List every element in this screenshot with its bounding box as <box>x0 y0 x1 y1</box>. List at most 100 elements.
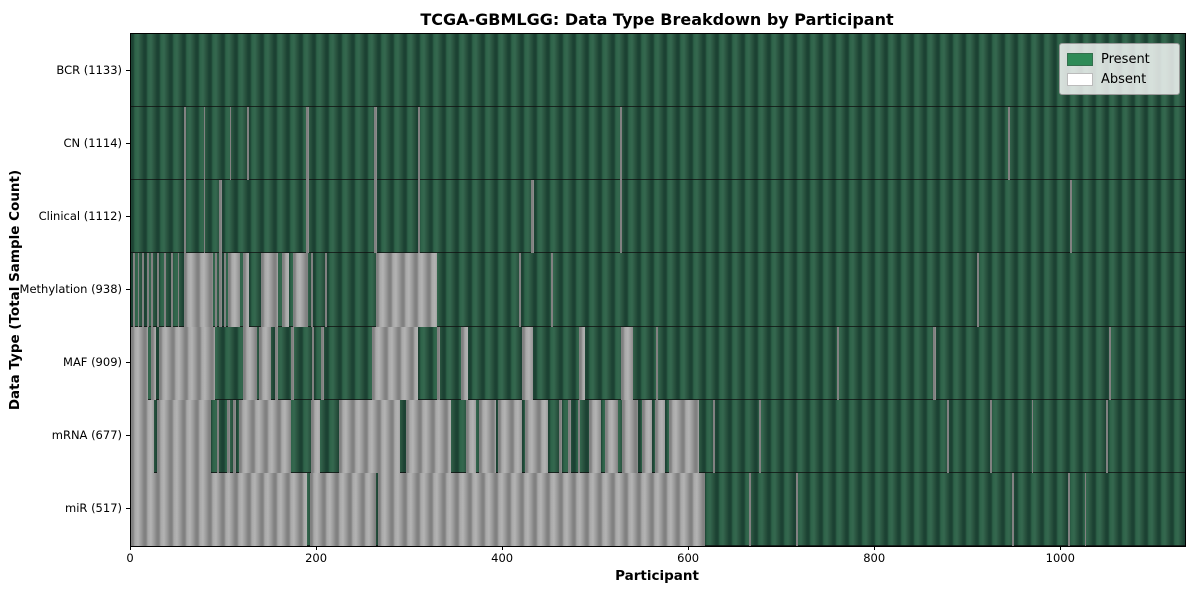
absent-segment-Methylation <box>375 253 438 327</box>
absent-segment-Methylation <box>281 253 290 327</box>
y-tick-mark <box>126 142 130 144</box>
absent-segment-Methylation <box>976 253 980 327</box>
absent-segment-mRNA <box>668 399 700 473</box>
absent-segment-mRNA <box>558 399 562 473</box>
y-tick-mark <box>126 362 130 364</box>
absent-segment-MAF <box>521 326 533 400</box>
absent-segment-mRNA <box>588 399 601 473</box>
absent-segment-MAF <box>371 326 418 400</box>
absent-segment-MAF <box>837 326 839 400</box>
y-tick-mark <box>126 508 130 510</box>
absent-segment-CN <box>1008 107 1011 181</box>
x-tick-mark <box>688 546 690 550</box>
x-tick-label: 600 <box>677 551 700 565</box>
y-tick-label-mRNA: mRNA (677) <box>51 428 122 443</box>
absent-segment-Clinical <box>620 180 623 254</box>
absent-segment-Methylation <box>325 253 328 327</box>
absent-segment-Methylation <box>224 253 226 327</box>
absent-segment-mRNA <box>465 399 477 473</box>
row-mRNA <box>131 399 1185 473</box>
row-BCR <box>131 34 1185 108</box>
absent-segment-Methylation <box>219 253 223 327</box>
legend-label-absent: Absent <box>1101 71 1147 87</box>
x-tick-label: 0 <box>126 551 134 565</box>
x-tick-mark <box>130 546 131 550</box>
absent-segment-miR <box>748 472 751 546</box>
absent-segment-Methylation <box>132 253 135 327</box>
absent-segment-mRNA <box>577 399 581 473</box>
absent-segment-mRNA <box>498 399 522 473</box>
absent-segment-Clinical <box>373 180 377 254</box>
absent-segment-CN <box>620 107 623 181</box>
absent-segment-mRNA <box>525 399 548 473</box>
absent-segment-MAF <box>275 326 278 400</box>
absent-segment-Clinical <box>417 180 421 254</box>
absent-segment-Methylation <box>146 253 149 327</box>
absent-segment-CN <box>203 107 206 181</box>
absent-segment-mRNA <box>1105 399 1108 473</box>
absent-segment-mRNA <box>622 399 638 473</box>
absent-segment-miR <box>377 472 705 546</box>
absent-segment-miR <box>1011 472 1014 546</box>
absent-segment-miR <box>309 472 376 546</box>
absent-segment-MAF <box>320 326 324 400</box>
row-CN <box>131 107 1185 181</box>
absent-segment-mRNA <box>758 399 761 473</box>
absent-segment-Methylation <box>518 253 521 327</box>
absent-segment-MAF <box>461 326 468 400</box>
absent-segment-Methylation <box>292 253 308 327</box>
row-Clinical <box>131 180 1185 254</box>
present-swatch <box>1067 52 1093 66</box>
y-tick-label-CN: CN (1114) <box>63 135 122 150</box>
absent-segment-MAF <box>312 326 315 400</box>
absent-segment-Methylation <box>310 253 314 327</box>
y-tick-label-BCR: BCR (1133) <box>56 62 122 77</box>
absent-segment-MAF <box>259 326 271 400</box>
absent-segment-mRNA <box>216 399 220 473</box>
absent-segment-CN <box>373 107 377 181</box>
absent-segment-CN <box>305 107 309 181</box>
plot-area: Present Absent <box>130 33 1186 547</box>
absent-segment-MAF <box>932 326 936 400</box>
absent-segment-mRNA <box>238 399 291 473</box>
absent-segment-MAF <box>131 326 148 400</box>
absent-segment-CN <box>184 107 186 181</box>
absent-segment-MAF <box>158 326 215 400</box>
absent-segment-MAF <box>437 326 440 400</box>
absent-segment-Clinical <box>1069 180 1072 254</box>
absent-segment-Methylation <box>137 253 140 327</box>
absent-segment-Methylation <box>164 253 167 327</box>
chart-title: TCGA-GBMLGG: Data Type Breakdown by Part… <box>420 10 894 29</box>
legend-entry-absent: Absent <box>1067 69 1171 89</box>
absent-segment-MAF <box>150 326 157 400</box>
x-axis-label: Participant <box>615 568 699 584</box>
absent-segment-Clinical <box>219 180 223 254</box>
x-tick-mark <box>1060 546 1062 550</box>
absent-segment-CN <box>417 107 421 181</box>
absent-segment-Methylation <box>151 253 154 327</box>
y-tick-mark <box>126 289 130 290</box>
absent-segment-mRNA <box>131 399 155 473</box>
y-tick-label-miR: miR (517) <box>65 501 122 516</box>
absent-segment-Methylation <box>142 253 145 327</box>
absent-segment-MAF <box>291 326 294 400</box>
row-Methylation <box>131 253 1185 327</box>
absent-segment-Clinical <box>184 180 186 254</box>
x-tick-label: 1000 <box>1045 551 1075 565</box>
absent-segment-Methylation <box>171 253 173 327</box>
legend-label-present: Present <box>1101 51 1150 67</box>
y-tick-label-Methylation: Methylation (938) <box>19 282 122 296</box>
absent-segment-mRNA <box>157 399 211 473</box>
absent-segment-Clinical <box>203 180 206 254</box>
x-tick-label: 800 <box>863 551 886 565</box>
absent-segment-mRNA <box>946 399 949 473</box>
absent-segment-Methylation <box>157 253 159 327</box>
absent-segment-miR <box>1084 472 1087 546</box>
x-tick-label: 400 <box>491 551 514 565</box>
absent-segment-CN <box>247 107 250 181</box>
absent-segment-Methylation <box>242 253 250 327</box>
absent-segment-miR <box>1067 472 1070 546</box>
absent-segment-mRNA <box>713 399 716 473</box>
absent-segment-mRNA <box>654 399 665 473</box>
legend-entry-present: Present <box>1067 49 1171 69</box>
